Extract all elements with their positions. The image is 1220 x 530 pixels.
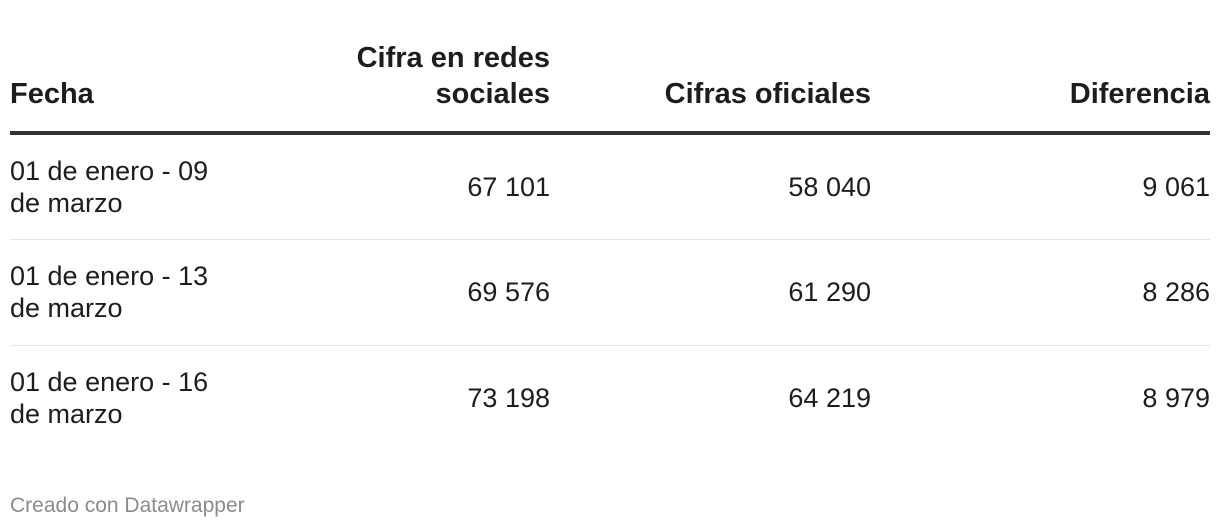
table-row: 01 de enero - 16 de marzo 73 198 64 219 …: [10, 345, 1210, 451]
data-table: Fecha Cifra en redes sociales Cifras ofi…: [10, 0, 1210, 451]
column-header-cifras-oficiales: Cifras oficiales: [550, 0, 871, 135]
table-cell-diferencia: 8 979: [1142, 383, 1210, 414]
column-header-diferencia: Diferencia: [871, 0, 1210, 135]
table-header-row: Fecha Cifra en redes sociales Cifras ofi…: [10, 0, 1210, 135]
table-row: 01 de enero - 09 de marzo 67 101 58 040 …: [10, 133, 1210, 240]
column-header-redes-sociales-label: Cifra en redes sociales: [356, 42, 550, 110]
data-table-container: Fecha Cifra en redes sociales Cifras ofi…: [10, 0, 1210, 451]
table-cell-diferencia: 8 286: [871, 239, 1210, 346]
fecha-text: 01 de enero - 13 de marzo: [10, 261, 209, 323]
table-cell-fecha: 01 de enero - 16 de marzo: [10, 345, 240, 451]
fecha-text: 01 de enero - 16 de marzo: [10, 367, 209, 430]
table-cell-cifras-oficiales: 64 219: [788, 383, 871, 414]
column-header-fecha: Fecha: [10, 0, 240, 135]
footer-credit[interactable]: Creado con Datawrapper: [10, 494, 245, 517]
table-cell-redes-sociales: 73 198: [467, 383, 550, 414]
column-header-redes-sociales: Cifra en redes sociales: [240, 0, 550, 135]
table-cell-fecha: 01 de enero - 13 de marzo: [10, 239, 240, 346]
fecha-text: 01 de enero - 09 de marzo: [10, 155, 209, 218]
table-cell-redes-sociales: 67 101: [240, 133, 550, 240]
table-row: 01 de enero - 13 de marzo 69 576 61 290 …: [10, 239, 1210, 346]
table-cell-cifras-oficiales: 61 290: [550, 239, 871, 346]
table-cell-diferencia: 9 061: [871, 133, 1210, 240]
table-cell-fecha: 01 de enero - 09 de marzo: [10, 133, 240, 240]
table-cell-redes-sociales: 69 576: [240, 239, 550, 346]
table-cell-cifras-oficiales: 58 040: [550, 133, 871, 240]
